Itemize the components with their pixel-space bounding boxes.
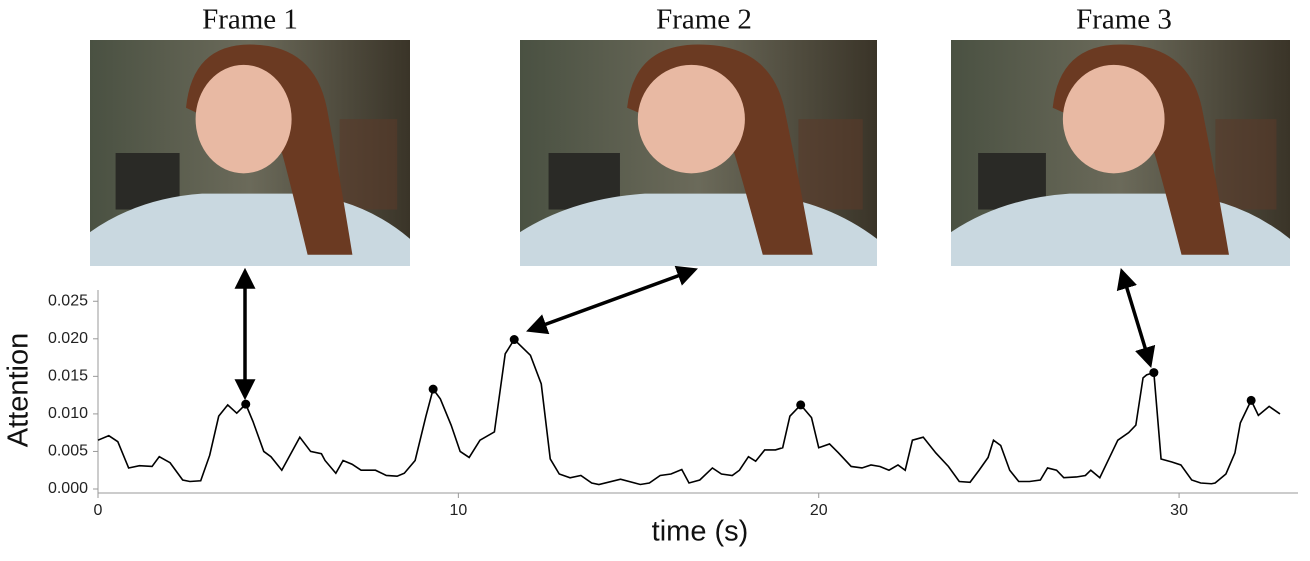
peak-marker	[1149, 368, 1159, 378]
peak-marker	[509, 335, 519, 345]
peak-marker	[241, 399, 251, 409]
frame-title: Frame 1	[202, 4, 298, 36]
photo-frame-3	[951, 40, 1290, 266]
photo-frame-2	[520, 40, 877, 266]
frame-title: Frame 3	[1076, 4, 1172, 36]
y-tick-label: 0.005	[48, 443, 88, 460]
y-tick-label: 0.020	[48, 330, 88, 347]
plot: 0.000 0.005 0.010 0.015 0.020 0.025 0 10 20 30	[48, 290, 1298, 519]
frame-title: Frame 2	[656, 4, 752, 36]
arrow	[526, 265, 698, 335]
peak-marker	[1246, 395, 1256, 405]
y-tick-label: 0.015	[48, 368, 88, 385]
photo-frame-1	[90, 40, 410, 266]
y-tick-label: 0.010	[48, 405, 88, 422]
arrows	[234, 265, 1156, 401]
arrow	[1116, 267, 1156, 369]
peak-marker	[796, 400, 806, 410]
y-tick-label: 0.000	[48, 480, 88, 497]
y-axis-title: Attention	[3, 333, 35, 447]
line	[97, 338, 1281, 486]
x-tick-label: 30	[1170, 502, 1188, 519]
x-tick-label: 20	[810, 502, 828, 519]
x-tick-label: 10	[449, 502, 467, 519]
x-axis-title: time (s)	[652, 516, 749, 548]
peak-marker	[428, 384, 438, 394]
x-tick-label: 0	[94, 502, 103, 519]
y-tick-label: 0.025	[48, 292, 88, 309]
